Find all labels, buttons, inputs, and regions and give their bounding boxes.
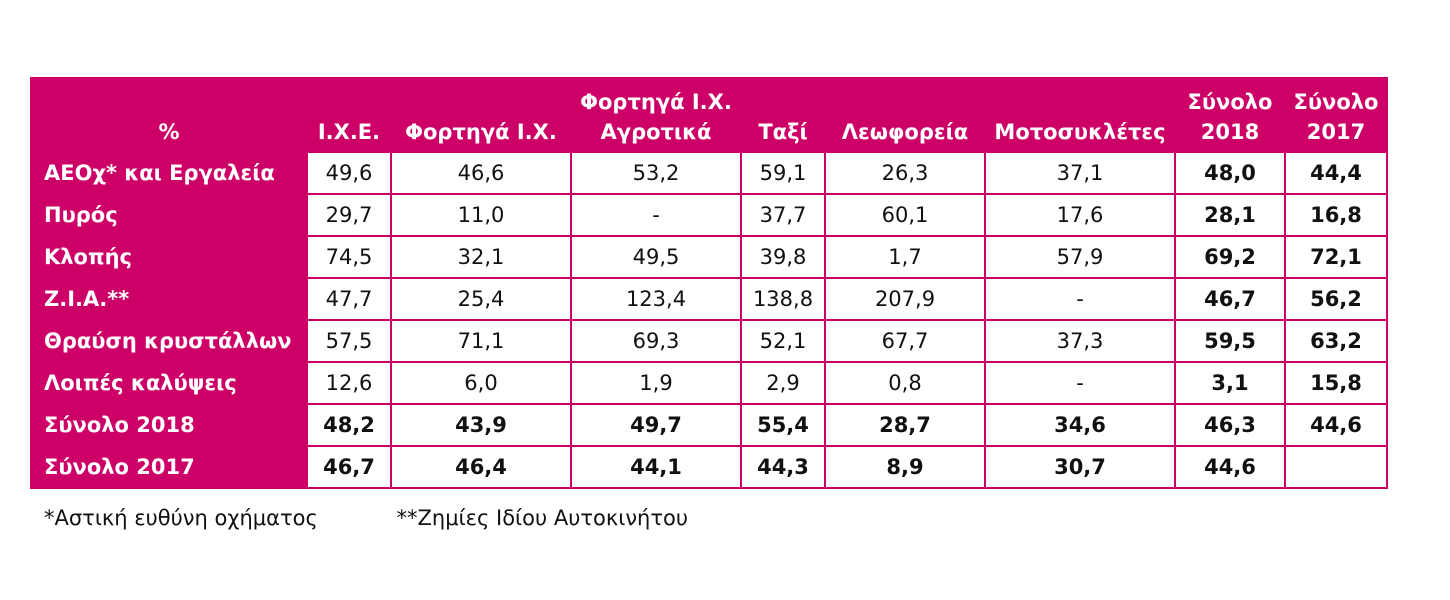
- row-label: Πυρός: [30, 193, 308, 237]
- table-cell: 25,4: [390, 277, 572, 321]
- table-cell: 30,7: [984, 445, 1176, 489]
- row-label: Ζ.Ι.Α.**: [30, 277, 308, 321]
- table-cell: 56,2: [1284, 277, 1388, 321]
- loss-ratio-table: % Ι.Χ.Ε. Φορτηγά Ι.Χ. Φορτηγά Ι.Χ. Αγροτι…: [30, 77, 1388, 489]
- table-cell: 28,1: [1174, 193, 1286, 237]
- table-cell: 72,1: [1284, 235, 1388, 279]
- table-cell: 49,7: [570, 403, 742, 447]
- table-cell: 0,8: [824, 361, 986, 405]
- table-cell: 46,7: [1174, 277, 1286, 321]
- table-cell: 43,9: [390, 403, 572, 447]
- header-synolo-2017: Σύνολο 2017: [1284, 77, 1388, 153]
- table-row: Κλοπής 74,5 32,1 49,5 39,8 1,7 57,9 69,2…: [30, 235, 1388, 279]
- table-cell: 74,5: [306, 235, 392, 279]
- table-cell: 29,7: [306, 193, 392, 237]
- table-cell: 44,4: [1284, 151, 1388, 195]
- header-fortiga-ix: Φορτηγά Ι.Χ.: [390, 77, 572, 153]
- header-taxi: Ταξί: [740, 77, 826, 153]
- table-cell: 16,8: [1284, 193, 1388, 237]
- footnote-own-damage: **Ζημίες Ιδίου Αυτοκινήτου: [396, 506, 689, 530]
- total-row-2018: Σύνολο 2018 48,2 43,9 49,7 55,4 28,7 34,…: [30, 403, 1388, 447]
- row-label: ΑΕΟχ* και Εργαλεία: [30, 151, 308, 195]
- header-leoforeia: Λεωφορεία: [824, 77, 986, 153]
- table-row: Λοιπές καλύψεις 12,6 6,0 1,9 2,9 0,8 - 3…: [30, 361, 1388, 405]
- table-cell: 1,7: [824, 235, 986, 279]
- table-cell: 12,6: [306, 361, 392, 405]
- table-cell: 52,1: [740, 319, 826, 363]
- table-row: Ζ.Ι.Α.** 47,7 25,4 123,4 138,8 207,9 - 4…: [30, 277, 1388, 321]
- table-cell: 37,7: [740, 193, 826, 237]
- table-cell: 44,6: [1284, 403, 1388, 447]
- table-cell: 69,3: [570, 319, 742, 363]
- table-cell: -: [570, 193, 742, 237]
- total-row-2017: Σύνολο 2017 46,7 46,4 44,1 44,3 8,9 30,7…: [30, 445, 1388, 489]
- row-label: Λοιπές καλύψεις: [30, 361, 308, 405]
- row-label: Σύνολο 2017: [30, 445, 308, 489]
- header-synolo-2018: Σύνολο 2018: [1174, 77, 1286, 153]
- table-cell: 60,1: [824, 193, 986, 237]
- row-label: Θραύση κρυστάλλων: [30, 319, 308, 363]
- table-cell: 53,2: [570, 151, 742, 195]
- header-fortiga-agrotika: Φορτηγά Ι.Χ. Αγροτικά: [570, 77, 742, 153]
- table-cell: 37,3: [984, 319, 1176, 363]
- table-cell: 123,4: [570, 277, 742, 321]
- table-cell: 57,5: [306, 319, 392, 363]
- table-cell: 46,4: [390, 445, 572, 489]
- table-cell: 17,6: [984, 193, 1176, 237]
- table-cell: 2,9: [740, 361, 826, 405]
- table-cell: 15,8: [1284, 361, 1388, 405]
- table-cell: 46,3: [1174, 403, 1286, 447]
- table-cell: 59,5: [1174, 319, 1286, 363]
- table-row: Θραύση κρυστάλλων 57,5 71,1 69,3 52,1 67…: [30, 319, 1388, 363]
- table-cell: 71,1: [390, 319, 572, 363]
- table-cell: 63,2: [1284, 319, 1388, 363]
- table-row: Πυρός 29,7 11,0 - 37,7 60,1 17,6 28,1 16…: [30, 193, 1388, 237]
- table-cell: 32,1: [390, 235, 572, 279]
- table-cell: 47,7: [306, 277, 392, 321]
- table-row: ΑΕΟχ* και Εργαλεία 49,6 46,6 53,2 59,1 2…: [30, 151, 1388, 195]
- table-cell: 48,0: [1174, 151, 1286, 195]
- table-cell: 46,7: [306, 445, 392, 489]
- header-row: % Ι.Χ.Ε. Φορτηγά Ι.Χ. Φορτηγά Ι.Χ. Αγροτι…: [30, 77, 1388, 153]
- table-cell: 59,1: [740, 151, 826, 195]
- table-header: % Ι.Χ.Ε. Φορτηγά Ι.Χ. Φορτηγά Ι.Χ. Αγροτι…: [30, 77, 1388, 153]
- table-body: ΑΕΟχ* και Εργαλεία 49,6 46,6 53,2 59,1 2…: [30, 151, 1388, 489]
- footnotes: *Αστική ευθύνη οχήματος **Ζημίες Ιδίου Α…: [44, 506, 688, 530]
- table-cell: [1284, 445, 1388, 489]
- row-label: Σύνολο 2018: [30, 403, 308, 447]
- header-ixe: Ι.Χ.Ε.: [306, 77, 392, 153]
- table-cell: 44,6: [1174, 445, 1286, 489]
- table-cell: 34,6: [984, 403, 1176, 447]
- table-cell: 57,9: [984, 235, 1176, 279]
- table-cell: 67,7: [824, 319, 986, 363]
- header-motosikletes: Μοτοσυκλέτες: [984, 77, 1176, 153]
- footnote-civil-liability: *Αστική ευθύνη οχήματος: [44, 506, 318, 530]
- table-cell: 55,4: [740, 403, 826, 447]
- table-cell: 48,2: [306, 403, 392, 447]
- table-cell: 44,1: [570, 445, 742, 489]
- table-cell: 28,7: [824, 403, 986, 447]
- table-cell: 44,3: [740, 445, 826, 489]
- table-cell: -: [984, 277, 1176, 321]
- table-cell: 1,9: [570, 361, 742, 405]
- table-cell: 49,5: [570, 235, 742, 279]
- table-cell: 39,8: [740, 235, 826, 279]
- table-cell: 26,3: [824, 151, 986, 195]
- table-cell: 11,0: [390, 193, 572, 237]
- table-cell: 69,2: [1174, 235, 1286, 279]
- table-cell: 138,8: [740, 277, 826, 321]
- table-cell: 37,1: [984, 151, 1176, 195]
- table-cell: 6,0: [390, 361, 572, 405]
- header-percent: %: [30, 77, 308, 153]
- table-cell: 49,6: [306, 151, 392, 195]
- table-cell: -: [984, 361, 1176, 405]
- table-cell: 207,9: [824, 277, 986, 321]
- table-cell: 46,6: [390, 151, 572, 195]
- row-label: Κλοπής: [30, 235, 308, 279]
- table-cell: 3,1: [1174, 361, 1286, 405]
- table-cell: 8,9: [824, 445, 986, 489]
